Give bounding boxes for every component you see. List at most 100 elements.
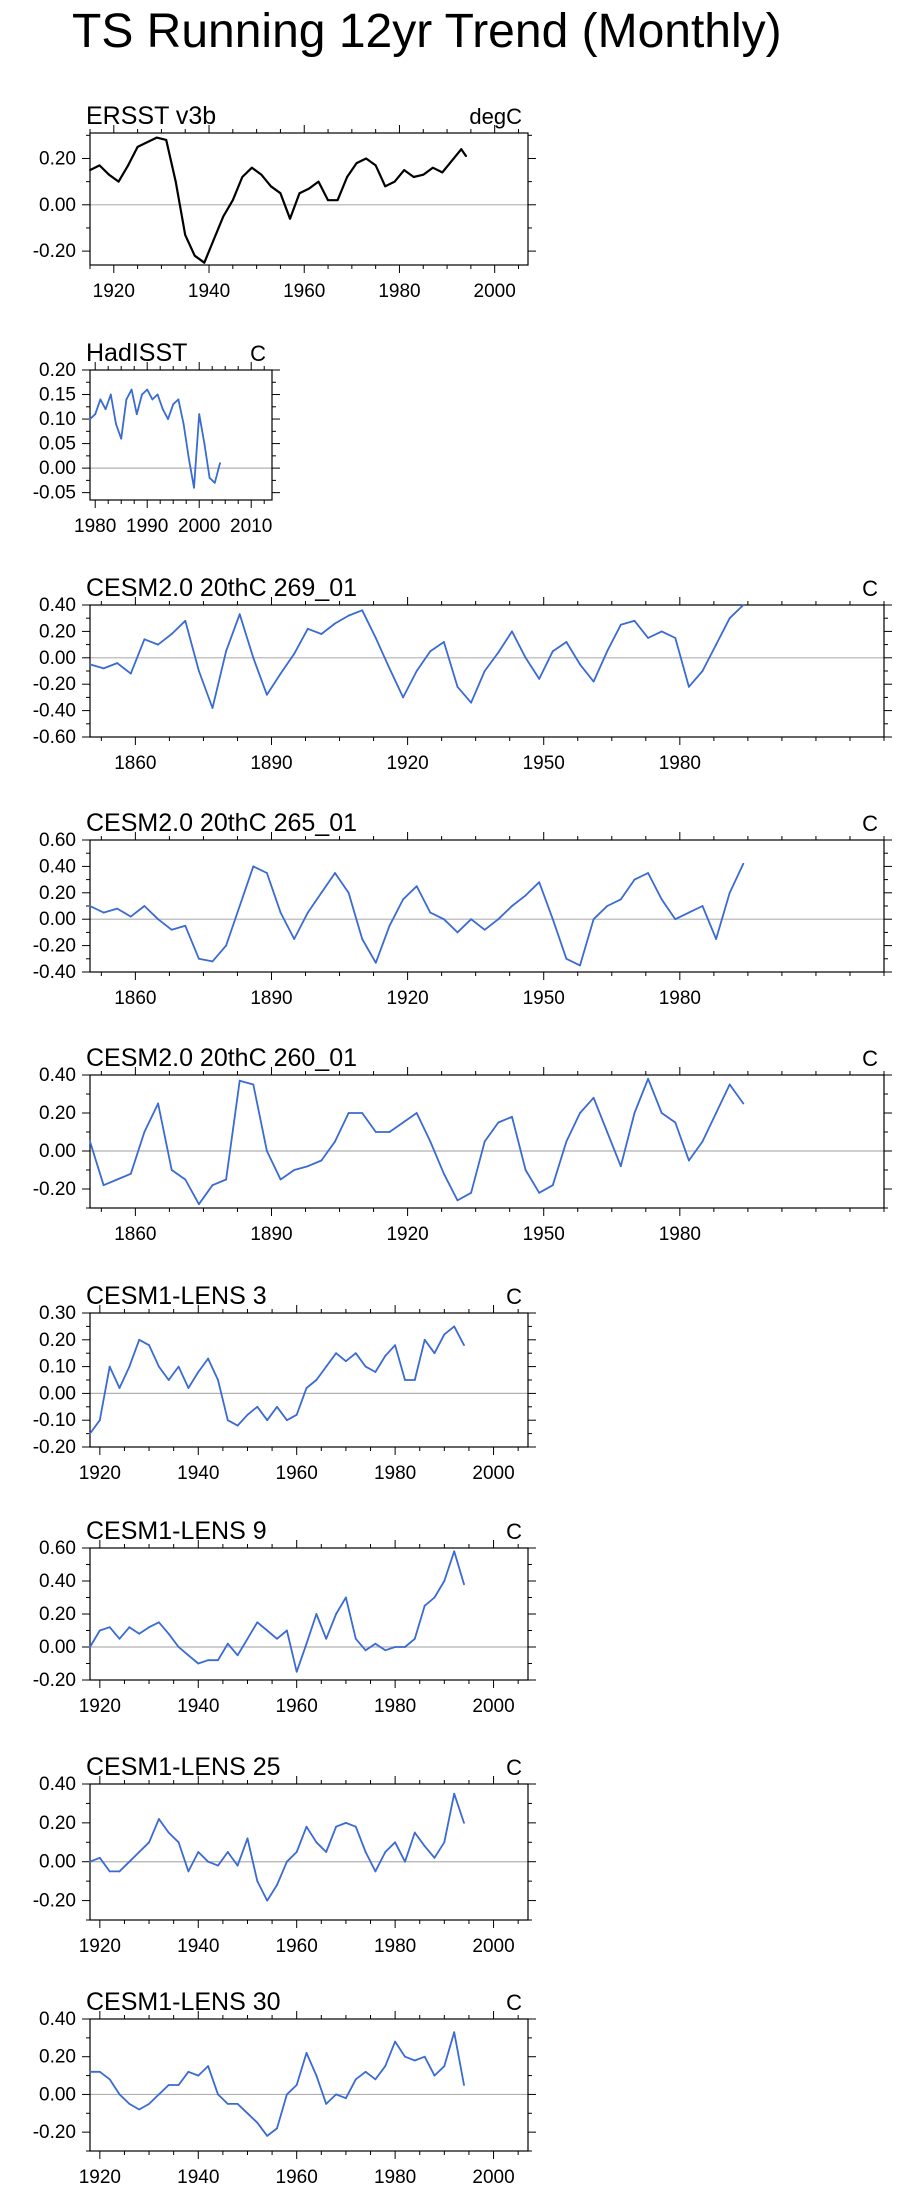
y-tick-label: 0.60 bbox=[39, 830, 76, 851]
data-point bbox=[94, 413, 97, 416]
data-point bbox=[404, 1860, 406, 1863]
y-tick-label: -0.20 bbox=[33, 674, 76, 695]
data-point bbox=[742, 1102, 745, 1105]
data-point bbox=[197, 2074, 200, 2077]
data-point bbox=[161, 408, 164, 411]
data-point bbox=[128, 1860, 131, 1863]
data-point bbox=[167, 418, 169, 420]
data-point bbox=[260, 173, 263, 176]
data-point bbox=[443, 1580, 446, 1582]
data-point bbox=[167, 2084, 170, 2086]
x-tick-label: 1980 bbox=[659, 753, 701, 774]
data-point bbox=[463, 1821, 465, 1824]
series-line bbox=[89, 1077, 745, 1206]
data-point bbox=[279, 911, 282, 914]
data-point bbox=[256, 1621, 259, 1624]
data-point bbox=[394, 1646, 397, 1648]
data-point bbox=[226, 1419, 229, 1422]
data-point bbox=[374, 1870, 377, 1873]
data-point bbox=[688, 911, 690, 914]
data-point bbox=[184, 233, 187, 236]
x-tick-label: 1920 bbox=[93, 281, 135, 302]
data-point bbox=[252, 656, 255, 659]
data-point bbox=[129, 1172, 132, 1175]
data-point bbox=[170, 633, 173, 635]
chart-panel: CESM1-LENS 25 C 1920 1940 1960 1980 2000 -0.20 0… bbox=[33, 1753, 536, 1957]
data-point bbox=[443, 1333, 446, 1336]
x-tick-label: 1960 bbox=[276, 1463, 318, 1484]
data-point bbox=[109, 393, 112, 396]
data-point bbox=[108, 2078, 111, 2081]
data-point bbox=[157, 1365, 160, 1368]
y-tick-label: 0.20 bbox=[39, 883, 76, 904]
data-point bbox=[102, 667, 105, 670]
data-point bbox=[433, 2074, 436, 2077]
data-point bbox=[619, 898, 622, 901]
y-tick-label: 0.05 bbox=[39, 434, 76, 455]
data-point bbox=[336, 199, 339, 202]
data-point bbox=[715, 1112, 718, 1114]
y-tick-label: 0.40 bbox=[39, 1065, 76, 1086]
plot-frame bbox=[89, 604, 885, 738]
data-point bbox=[423, 1845, 426, 1848]
data-point bbox=[256, 1405, 259, 1408]
data-point bbox=[143, 905, 146, 907]
data-point bbox=[633, 1112, 636, 1114]
data-point bbox=[266, 872, 268, 874]
data-point bbox=[203, 261, 206, 264]
data-point bbox=[633, 878, 636, 881]
data-point bbox=[203, 442, 206, 445]
panel-title: CESM1-LENS 30 bbox=[86, 1988, 281, 2016]
panel-title: CESM2.0 20thC 269_01 bbox=[86, 574, 357, 602]
data-point bbox=[298, 192, 301, 195]
data-point bbox=[236, 2102, 239, 2105]
data-point bbox=[89, 2070, 91, 2073]
data-point bbox=[102, 1184, 105, 1187]
x-tick-label: 2000 bbox=[472, 2167, 514, 2188]
data-point bbox=[135, 413, 138, 416]
data-point bbox=[118, 1387, 121, 1389]
data-point bbox=[393, 180, 396, 183]
data-point bbox=[325, 1365, 328, 1368]
data-point bbox=[306, 1165, 309, 1168]
data-point bbox=[167, 1831, 170, 1834]
data-point bbox=[606, 905, 609, 907]
x-tick-label: 1890 bbox=[250, 1224, 292, 1245]
data-point bbox=[404, 2055, 406, 2058]
x-tick-label: 1940 bbox=[188, 281, 230, 302]
plot-frame bbox=[89, 1547, 529, 1681]
data-point bbox=[415, 1112, 418, 1114]
data-point bbox=[320, 633, 323, 635]
data-point bbox=[388, 667, 391, 670]
data-point bbox=[130, 388, 133, 391]
x-tick-label: 1940 bbox=[177, 1463, 219, 1484]
data-point bbox=[89, 1860, 91, 1863]
x-tick-label: 1860 bbox=[114, 1224, 156, 1245]
units-label: C bbox=[862, 1046, 878, 1071]
data-point bbox=[442, 918, 445, 921]
y-tick-label: 0.20 bbox=[39, 1604, 76, 1625]
data-point bbox=[413, 1637, 416, 1640]
data-point bbox=[388, 924, 391, 927]
data-point bbox=[108, 1365, 111, 1368]
data-point bbox=[413, 1831, 416, 1834]
data-point bbox=[266, 1150, 268, 1152]
data-point bbox=[156, 393, 159, 396]
data-point bbox=[456, 1199, 459, 1202]
data-point bbox=[231, 199, 234, 202]
data-point bbox=[148, 2102, 150, 2105]
data-point bbox=[483, 1140, 486, 1143]
y-tick-label: 0.00 bbox=[39, 1852, 76, 1873]
data-point bbox=[157, 1621, 160, 1624]
units-label: C bbox=[506, 1284, 522, 1309]
x-tick-label: 2000 bbox=[178, 516, 220, 537]
data-point bbox=[279, 192, 282, 195]
data-point bbox=[148, 1626, 150, 1629]
y-tick-label: 0.20 bbox=[39, 621, 76, 642]
data-point bbox=[138, 2108, 141, 2111]
data-point bbox=[155, 136, 158, 139]
y-tick-label: 0.00 bbox=[39, 909, 76, 930]
y-tick-label: 0.30 bbox=[39, 1303, 76, 1324]
x-tick-label: 2010 bbox=[230, 516, 272, 537]
data-point bbox=[104, 408, 107, 411]
